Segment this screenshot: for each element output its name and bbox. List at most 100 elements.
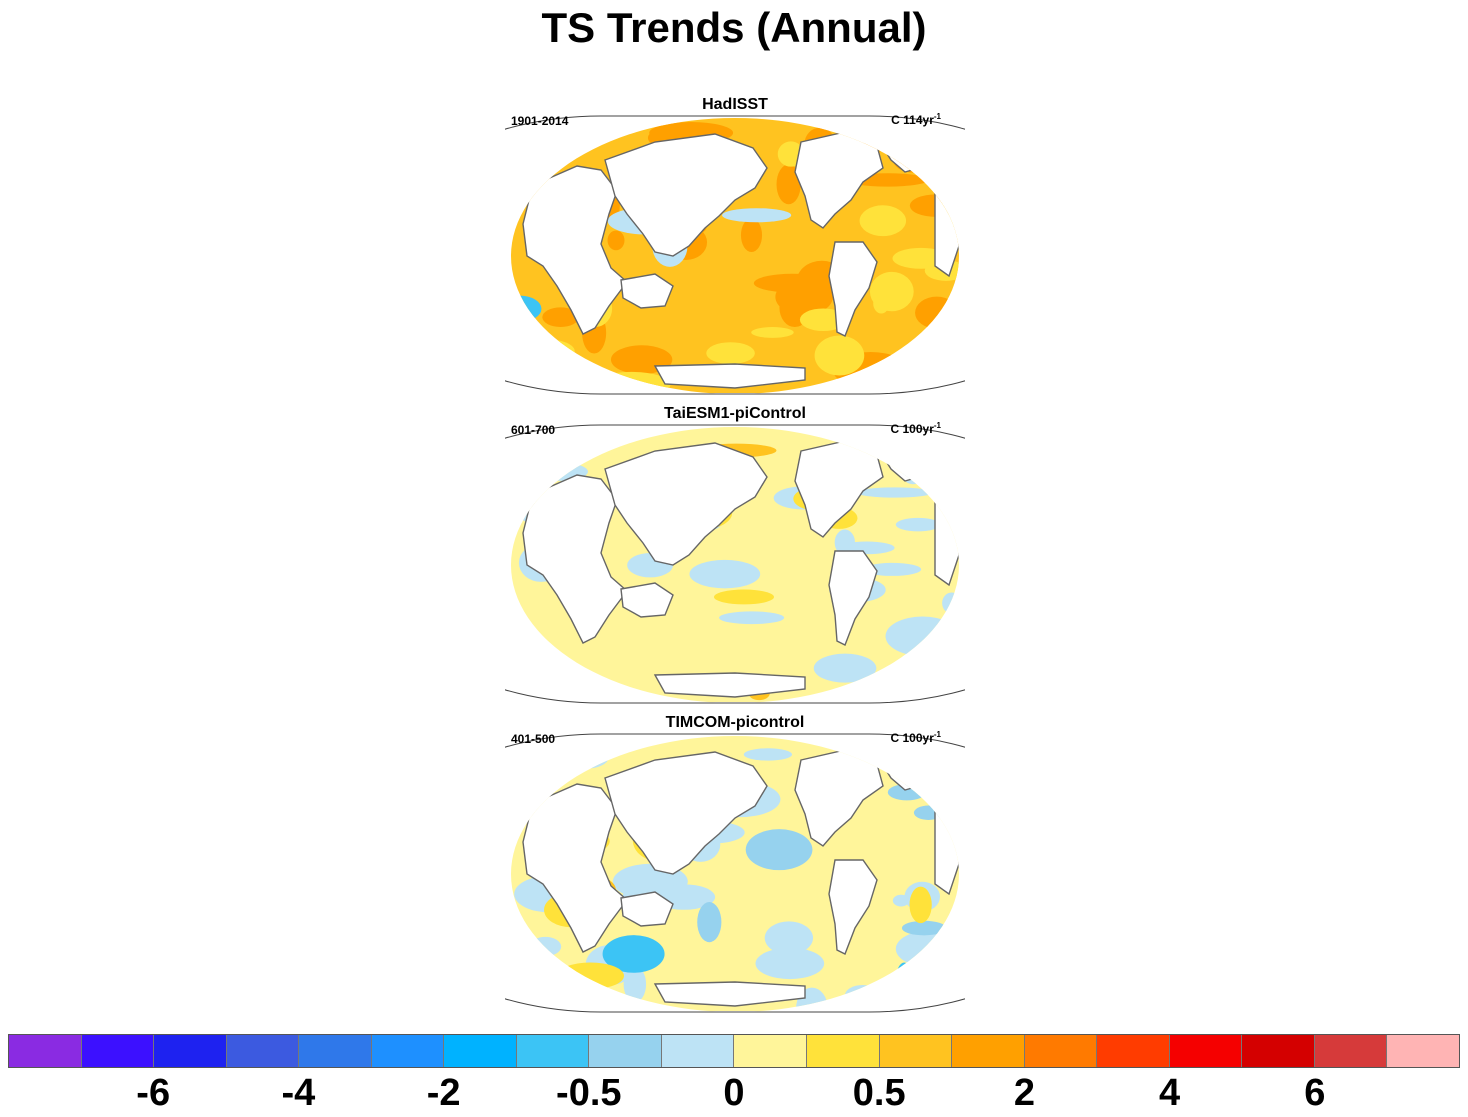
anomaly-region [813, 653, 877, 683]
anomaly-region [602, 935, 665, 973]
world-map-hadisst [505, 115, 965, 395]
landmass [604, 442, 768, 566]
anomaly-region [885, 616, 959, 657]
anomaly-region [722, 208, 792, 223]
colorbar-segment [299, 1035, 372, 1067]
anomaly-region [556, 962, 624, 990]
landmass [653, 363, 806, 389]
anomaly-region [755, 947, 825, 980]
colorbar-segment [1024, 1035, 1098, 1067]
colorbar-segment [807, 1035, 880, 1067]
anomaly-region [623, 966, 647, 1003]
anomaly-region [915, 296, 959, 329]
anomaly-region [511, 357, 555, 394]
colorbar-segment [226, 1035, 300, 1067]
anomaly-region [745, 829, 813, 871]
landmass [828, 550, 878, 646]
colorbar-tick-label: 2 [1013, 1072, 1035, 1114]
map-panel-hadisst: HadISST 1901-2014 C 114yr-1 [505, 96, 965, 396]
colorbar-tick-label: -0.5 [556, 1072, 622, 1114]
colorbar-segment [661, 1035, 735, 1067]
anomaly-region [892, 146, 935, 173]
colorbar-segment [444, 1035, 517, 1067]
colorbar-segment [589, 1035, 662, 1067]
anomaly-region [895, 517, 941, 532]
anomaly-region [909, 886, 932, 924]
anomaly-region [856, 487, 933, 498]
colorbar [8, 1034, 1460, 1068]
world-map-timcom [505, 733, 965, 1013]
colorbar-tick-label: 4 [1159, 1072, 1181, 1114]
anomaly-region [511, 144, 554, 161]
landmass [653, 672, 806, 698]
anomaly-region [895, 962, 913, 1002]
panel-period: 401-500 [511, 732, 556, 746]
world-map-taiesm1 [505, 424, 965, 704]
anomaly-region [776, 164, 801, 205]
panel-period: 601-700 [511, 423, 556, 437]
anomaly-region [511, 366, 554, 394]
anomaly-region [519, 973, 553, 1005]
colorbar-segment [1242, 1035, 1315, 1067]
colorbar-segment [1097, 1035, 1170, 1067]
colorbar-segment [1314, 1035, 1388, 1067]
anomaly-region [529, 936, 562, 957]
anomaly-region [719, 611, 785, 625]
anomaly-region [542, 307, 579, 327]
colorbar-tick-label: 0 [723, 1072, 745, 1114]
colorbar-tick-label: -2 [426, 1072, 461, 1114]
anomaly-region [513, 340, 543, 377]
colorbar-segment [81, 1035, 155, 1067]
anomaly-region [859, 205, 907, 237]
panel-units: C 100yr-1 [890, 730, 942, 745]
colorbar-segment [1387, 1035, 1459, 1067]
anomaly-region [873, 293, 890, 314]
landmass [828, 241, 878, 337]
anomaly-region [706, 342, 755, 365]
anomaly-region [561, 745, 609, 769]
anomaly-region [743, 748, 792, 761]
colorbar-segment [734, 1035, 808, 1067]
map-outline [505, 115, 965, 395]
landmass [828, 859, 878, 955]
anomaly-region [689, 559, 761, 589]
map-panel-timcom: TIMCOM-picontrol 401-500 C 100yr-1 [505, 714, 965, 1014]
anomaly-region [540, 652, 564, 671]
panel-title: TaiESM1-piControl [664, 405, 806, 422]
colorbar-tick-label: 0.5 [852, 1072, 906, 1114]
anomaly-region [713, 589, 774, 605]
panel-title: HadISST [702, 96, 768, 113]
colorbar-segment [952, 1035, 1025, 1067]
anomaly-region [863, 562, 922, 576]
anomaly-region [592, 371, 671, 394]
colorbar-segment [516, 1035, 590, 1067]
panel-period: 1901-2014 [511, 114, 569, 128]
colorbar-segment [9, 1035, 82, 1067]
anomaly-region [775, 278, 833, 315]
anomaly-region [764, 921, 814, 955]
landmass [620, 891, 674, 927]
anomaly-region [697, 902, 722, 943]
anomaly-region [563, 741, 589, 771]
colorbar-tick-label: -6 [136, 1072, 171, 1114]
map-panel-taiesm1: TaiESM1-piControl 601-700 C 100yr-1 [505, 405, 965, 705]
anomaly-region [517, 339, 575, 364]
colorbar-segment [371, 1035, 445, 1067]
anomaly-region [895, 359, 917, 382]
panel-title: TIMCOM-picontrol [665, 714, 805, 731]
anomaly-region [844, 984, 881, 1007]
anomaly-region [537, 373, 593, 385]
colorbar-tick-label: -4 [281, 1072, 316, 1114]
anomaly-region [751, 327, 794, 338]
colorbar-segment [1169, 1035, 1243, 1067]
landmass [604, 133, 768, 257]
landmass [604, 751, 768, 875]
colorbar-tick-label: 6 [1304, 1072, 1326, 1114]
panel-units: C 114yr-1 [891, 112, 941, 127]
anomaly-region [869, 129, 910, 145]
anomaly-region [740, 218, 763, 253]
anomaly-region [942, 592, 959, 614]
anomaly-region [895, 930, 959, 968]
colorbar-segment [879, 1035, 953, 1067]
anomaly-region [607, 230, 625, 251]
